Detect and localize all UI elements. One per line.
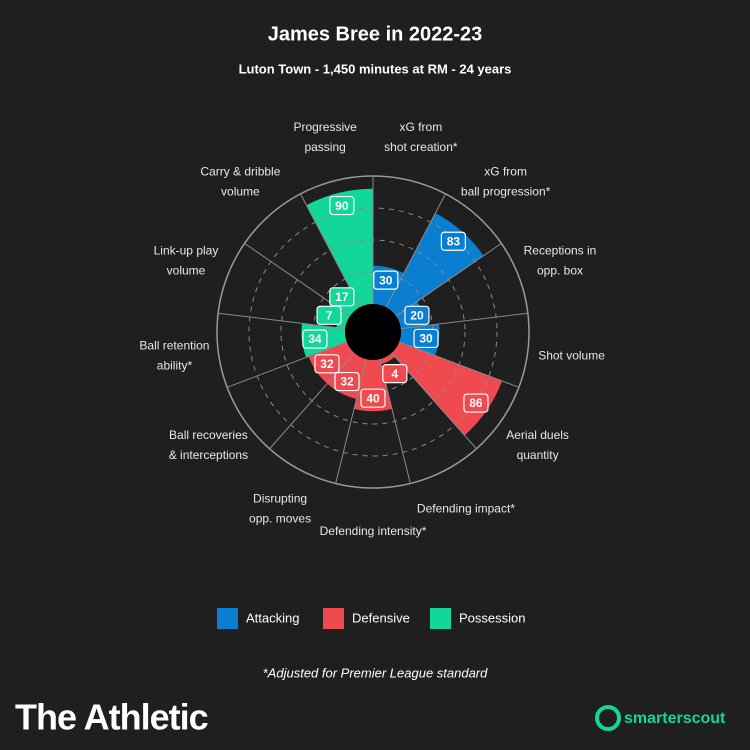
category-label: xG from	[400, 120, 443, 134]
value-label: 30	[419, 332, 433, 346]
category-label: Ball retention	[139, 338, 209, 352]
category-label: quantity	[517, 448, 559, 462]
value-label-box	[334, 371, 360, 392]
category-label: volume	[167, 263, 206, 277]
spoke	[269, 352, 355, 450]
value-label-box	[382, 364, 408, 384]
category-label: Aerial duels	[506, 428, 569, 442]
publisher-logo: The Athletic	[15, 697, 208, 738]
value-label: 4	[391, 367, 398, 381]
value-label: 32	[320, 357, 334, 371]
value-label-box	[413, 328, 439, 349]
source-text: smarterscout	[624, 710, 726, 727]
spoke	[335, 359, 367, 484]
value-label-box	[302, 329, 328, 349]
value-label-box	[314, 354, 340, 374]
value-label: 20	[410, 309, 424, 323]
category-label: opp. moves	[249, 511, 311, 525]
value-label: 83	[447, 234, 461, 248]
category-label: volume	[221, 184, 260, 198]
category-label: Shot volume	[538, 348, 605, 362]
legend-swatch	[323, 608, 344, 629]
value-label: 30	[379, 273, 393, 287]
value-label-box	[316, 305, 342, 325]
source-icon	[595, 705, 621, 731]
legend-swatch	[217, 608, 238, 629]
category-label: opp. box	[537, 263, 583, 277]
category-label: Ball recoveries	[169, 428, 248, 442]
category-label: Progressive	[293, 120, 357, 134]
category-label: ball progression*	[461, 184, 551, 198]
value-label-box	[404, 305, 430, 325]
legend-swatch	[430, 608, 451, 629]
value-label-box	[329, 195, 355, 216]
category-label: ability*	[157, 358, 193, 372]
value-label-box	[360, 388, 386, 408]
spoke	[400, 312, 528, 330]
value-label-box	[440, 231, 466, 251]
category-label: & interceptions	[169, 448, 248, 462]
legend-label: Attacking	[246, 610, 299, 625]
value-label-box	[373, 270, 399, 290]
spoke	[395, 242, 502, 317]
category-label: Defending impact*	[417, 501, 515, 515]
spoke	[226, 341, 347, 388]
value-label: 90	[335, 199, 349, 213]
category-label: Carry & dribble	[200, 164, 280, 178]
category-label: shot creation*	[384, 140, 458, 154]
legend-label: Defensive	[352, 610, 410, 625]
spoke	[399, 341, 520, 388]
category-label: Disrupting	[253, 491, 307, 505]
value-label-box	[329, 287, 355, 307]
value-label: 40	[366, 391, 380, 405]
category-label: xG from	[484, 164, 527, 178]
center-hole	[345, 304, 401, 360]
footnote: *Adjusted for Premier League standard	[263, 665, 489, 680]
value-label: 17	[335, 290, 349, 304]
value-label: 7	[326, 309, 333, 323]
legend-label: Possession	[459, 610, 525, 625]
category-label: passing	[304, 140, 345, 154]
value-label: 34	[308, 332, 322, 346]
value-label: 32	[340, 375, 354, 389]
chart-title: James Bree in 2022-23	[268, 23, 483, 45]
category-label: Defending intensity*	[320, 524, 427, 538]
spoke	[218, 312, 346, 330]
source-logo: smarterscout	[595, 705, 726, 731]
category-label: Receptions in	[524, 243, 597, 257]
bar	[379, 352, 395, 365]
value-label-box	[463, 393, 489, 413]
chart-subtitle: Luton Town - 1,450 minutes at RM - 24 ye…	[239, 61, 512, 76]
value-label: 86	[469, 396, 483, 410]
category-label: Link-up play	[154, 243, 219, 257]
